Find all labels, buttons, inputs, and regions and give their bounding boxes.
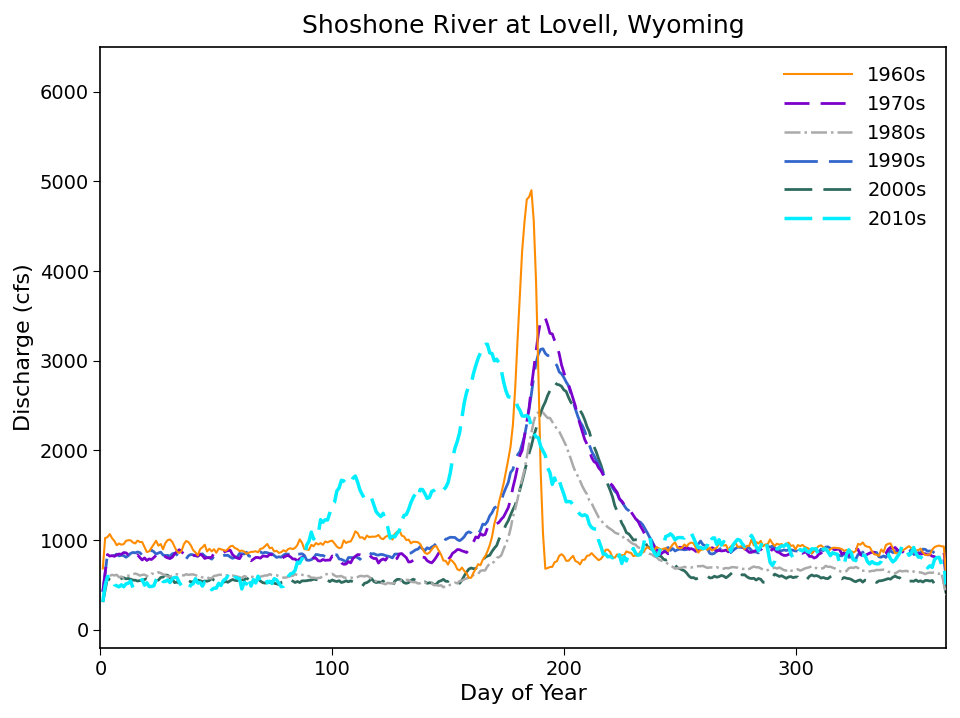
1990s bbox=[941, 572, 952, 581]
2000s bbox=[903, 577, 915, 585]
2000s bbox=[433, 577, 444, 586]
2000s bbox=[438, 575, 449, 584]
1960s bbox=[466, 574, 477, 582]
1980s bbox=[276, 573, 287, 582]
Line: 1980s: 1980s bbox=[103, 411, 947, 598]
1980s bbox=[433, 582, 444, 590]
Line: 2000s: 2000s bbox=[103, 382, 947, 602]
X-axis label: Day of Year: Day of Year bbox=[460, 684, 587, 704]
1980s bbox=[97, 594, 108, 602]
2010s bbox=[328, 498, 340, 507]
2010s bbox=[276, 582, 287, 591]
2000s bbox=[328, 577, 340, 585]
1990s bbox=[97, 587, 108, 596]
1970s bbox=[941, 565, 952, 574]
1960s bbox=[276, 548, 287, 556]
2010s bbox=[433, 485, 444, 494]
Title: Shoshone River at Lovell, Wyoming: Shoshone River at Lovell, Wyoming bbox=[302, 14, 745, 38]
2010s bbox=[482, 340, 493, 348]
2010s bbox=[97, 597, 108, 606]
1960s bbox=[526, 186, 538, 195]
1990s bbox=[822, 543, 833, 551]
1960s bbox=[433, 546, 444, 555]
1980s bbox=[535, 406, 546, 415]
1960s bbox=[328, 539, 340, 548]
1970s bbox=[438, 552, 449, 561]
2000s bbox=[276, 578, 287, 587]
2000s bbox=[549, 378, 561, 386]
1990s bbox=[433, 538, 444, 547]
1960s bbox=[941, 571, 952, 579]
1980s bbox=[903, 568, 915, 577]
Line: 1960s: 1960s bbox=[103, 190, 947, 578]
1990s bbox=[276, 553, 287, 561]
Line: 1990s: 1990s bbox=[103, 349, 947, 592]
Legend: 1960s, 1970s, 1980s, 1990s, 2000s, 2010s: 1960s, 1970s, 1980s, 1990s, 2000s, 2010s bbox=[774, 57, 936, 238]
1970s bbox=[328, 552, 340, 561]
1980s bbox=[822, 562, 833, 571]
1970s bbox=[822, 545, 833, 554]
1960s bbox=[825, 545, 836, 554]
2010s bbox=[903, 551, 915, 559]
2000s bbox=[97, 598, 108, 607]
1960s bbox=[438, 556, 449, 565]
1960s bbox=[97, 564, 108, 573]
2010s bbox=[822, 547, 833, 556]
1990s bbox=[903, 547, 915, 556]
2000s bbox=[941, 589, 952, 597]
Y-axis label: Discharge (cfs): Discharge (cfs) bbox=[13, 264, 34, 431]
1990s bbox=[328, 551, 340, 559]
1970s bbox=[97, 587, 108, 596]
2010s bbox=[438, 485, 449, 494]
2010s bbox=[941, 580, 952, 589]
1990s bbox=[538, 345, 549, 353]
1980s bbox=[328, 571, 340, 579]
1970s bbox=[540, 314, 551, 322]
Line: 2010s: 2010s bbox=[103, 344, 947, 602]
1990s bbox=[438, 533, 449, 542]
1980s bbox=[438, 583, 449, 592]
1960s bbox=[905, 544, 917, 552]
1970s bbox=[903, 547, 915, 556]
1970s bbox=[276, 554, 287, 563]
1980s bbox=[941, 591, 952, 600]
2000s bbox=[822, 574, 833, 583]
Line: 1970s: 1970s bbox=[103, 318, 947, 592]
1970s bbox=[433, 549, 444, 557]
